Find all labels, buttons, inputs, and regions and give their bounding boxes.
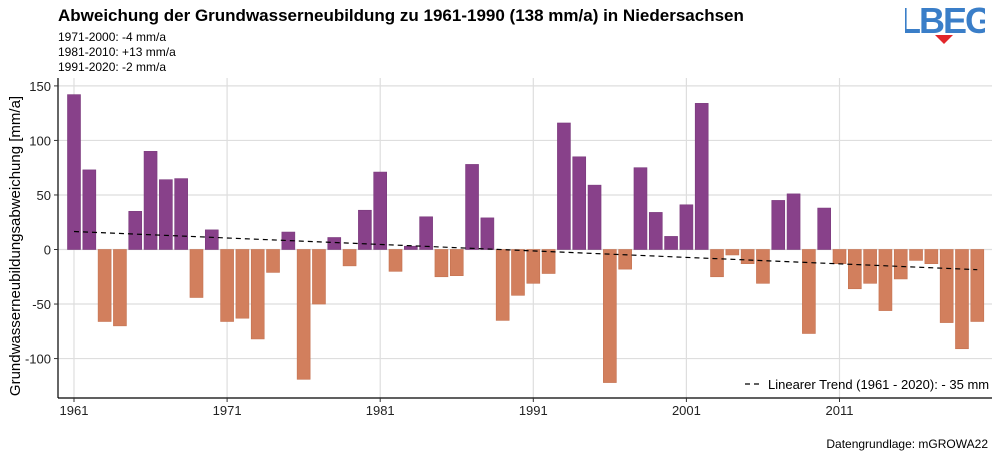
bar-2020: [970, 249, 985, 322]
data-source-note: Datengrundlage: mGROWA22: [826, 437, 988, 451]
bar-1997: [618, 249, 632, 270]
bar-1978: [327, 237, 342, 250]
bar-1986: [449, 249, 464, 276]
y-tick-label: 0: [44, 243, 51, 258]
bar-1995: [587, 184, 602, 250]
bar-2002: [694, 103, 709, 250]
bar-2015: [893, 249, 908, 280]
chart-title: Abweichung der Grundwasserneubildung zu …: [58, 6, 744, 25]
bar-2012: [848, 249, 862, 290]
logo-arrow-icon: [935, 35, 953, 44]
x-tick-label: 1981: [366, 403, 395, 418]
bar-2000: [664, 236, 678, 250]
bar-1970: [204, 229, 219, 250]
bar-1987: [465, 164, 479, 250]
bar-1984: [419, 216, 433, 250]
bar-1968: [174, 178, 188, 250]
bar-2005: [740, 249, 755, 264]
bar-2006: [756, 249, 770, 284]
y-axis-label: Grundwasserneubildungsabweichung [mm/a]: [7, 96, 24, 396]
trend-line: [73, 230, 978, 271]
bar-1988: [480, 217, 495, 250]
x-tick-label: 1961: [60, 403, 89, 418]
x-tick-label: 1971: [213, 403, 242, 418]
bar-2001: [679, 204, 694, 250]
y-tick-label: 100: [29, 133, 51, 148]
bar-1998: [633, 167, 648, 250]
y-tick-label: -50: [32, 297, 51, 312]
bar-1964: [113, 249, 127, 327]
logo-text: LBEG: [905, 0, 985, 41]
bar-2003: [710, 249, 724, 278]
bar-1963: [97, 249, 112, 322]
y-tick-label: 50: [37, 188, 51, 203]
bar-1999: [648, 212, 663, 250]
subtitle-1991-2020: 1991-2020: -2 mm/a: [58, 60, 167, 74]
bar-1979: [342, 249, 357, 267]
legend-trend-label: Linearer Trend (1961 - 2020): - 35 mm: [768, 377, 989, 392]
bar-1983: [404, 245, 418, 250]
bar-1962: [82, 169, 97, 250]
bar-1965: [128, 211, 143, 250]
y-tick-label: -100: [25, 352, 51, 367]
bar-1977: [312, 249, 326, 305]
bar-2014: [878, 249, 893, 311]
bar-2010: [817, 207, 831, 250]
subtitle-1971-2000: 1971-2000: -4 mm/a: [58, 30, 167, 44]
bar-1992: [541, 249, 556, 274]
bar-1969: [189, 249, 204, 298]
bar-1961: [67, 94, 81, 250]
y-tick-label: 150: [29, 79, 51, 94]
bar-1985: [434, 249, 449, 278]
bar-1980: [358, 209, 372, 250]
bar-1974: [266, 249, 280, 273]
bar-2018: [939, 249, 954, 323]
subtitle-1981-2010: 1981-2010: +13 mm/a: [58, 45, 176, 59]
bar-1990: [511, 249, 525, 296]
bar-2013: [863, 249, 877, 284]
bar-1991: [526, 249, 541, 284]
bar-1967: [159, 179, 173, 250]
bar-1966: [143, 151, 158, 250]
bar-1973: [250, 249, 265, 340]
bar-1981: [373, 171, 388, 250]
x-tick-label: 2001: [672, 403, 701, 418]
bar-2016: [909, 249, 923, 261]
bar-1989: [495, 249, 510, 321]
x-tick-label: 2011: [826, 403, 854, 418]
bar-1996: [603, 249, 617, 383]
bar-1972: [235, 249, 250, 319]
bar-1993: [557, 122, 571, 250]
bar-2011: [832, 249, 847, 264]
bar-2004: [725, 249, 740, 256]
bar-2008: [786, 193, 801, 250]
bar-2007: [771, 200, 786, 250]
bar-2019: [955, 249, 969, 350]
x-tick-label: 1991: [519, 403, 548, 418]
bar-1994: [572, 156, 587, 250]
bar-2009: [802, 249, 816, 334]
lbeg-logo: LBEG: [905, 0, 985, 44]
bar-1982: [388, 249, 403, 272]
bar-1971: [220, 249, 234, 322]
bar-2017: [924, 249, 939, 264]
bar-1976: [296, 249, 311, 380]
